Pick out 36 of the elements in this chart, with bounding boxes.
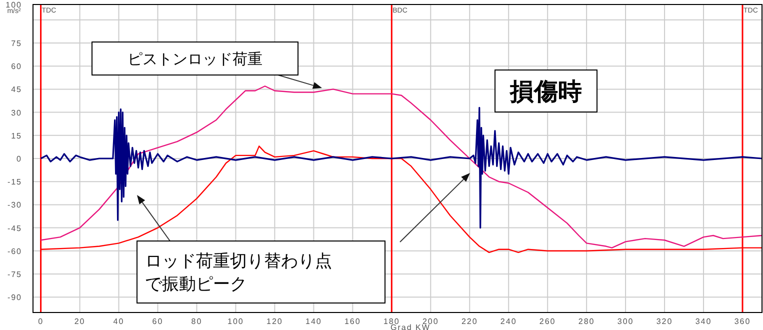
x-tick-label: 220 [461, 317, 478, 326]
annotation: ピストンロッド荷重 [128, 50, 262, 68]
y-tick-label: -60 [7, 246, 22, 256]
x-tick-label: 140 [306, 317, 322, 326]
x-tick-label: 240 [500, 317, 517, 326]
annotation: ロッド荷重切り替わり点で振動ピーク [145, 252, 332, 294]
x-tick-label: 120 [266, 317, 283, 326]
x-tick-label: 300 [617, 317, 634, 326]
annotation: 損傷時 [509, 78, 582, 106]
y-tick-label: 60 [11, 62, 22, 72]
y-tick-label: -75 [7, 270, 22, 279]
y-tick-label: 0 [16, 154, 22, 164]
x-axis-title: Grad KW [390, 323, 430, 330]
x-tick-label: 100 [228, 317, 244, 326]
y-tick-label: -90 [7, 293, 22, 302]
y-tick-label: -45 [7, 224, 22, 233]
y-tick-label: 100 [6, 0, 22, 10]
x-tick-label: 260 [539, 317, 556, 326]
y-tick-label: 45 [11, 85, 22, 94]
y-tick-label: 15 [11, 131, 22, 140]
x-tick-label: 40 [113, 317, 124, 326]
x-tick-label: 200 [422, 317, 439, 326]
x-tick-label: 60 [152, 317, 164, 326]
x-tick-label: 360 [734, 317, 751, 326]
x-tick-label: 160 [344, 317, 361, 326]
y-tick-label: -15 [7, 178, 22, 187]
x-tick-label: 340 [695, 317, 712, 326]
y-tick-label: -30 [7, 200, 22, 210]
x-tick-label: 20 [74, 317, 86, 326]
x-tick-label: 320 [656, 317, 673, 326]
x-tick-label: 80 [191, 317, 202, 326]
x-tick-label: 280 [578, 317, 595, 326]
x-tick-label: 0 [38, 317, 44, 326]
y-tick-label: 75 [11, 39, 22, 48]
x-tick-label: 180 [383, 317, 400, 326]
y-tick-label: 30 [11, 108, 22, 118]
